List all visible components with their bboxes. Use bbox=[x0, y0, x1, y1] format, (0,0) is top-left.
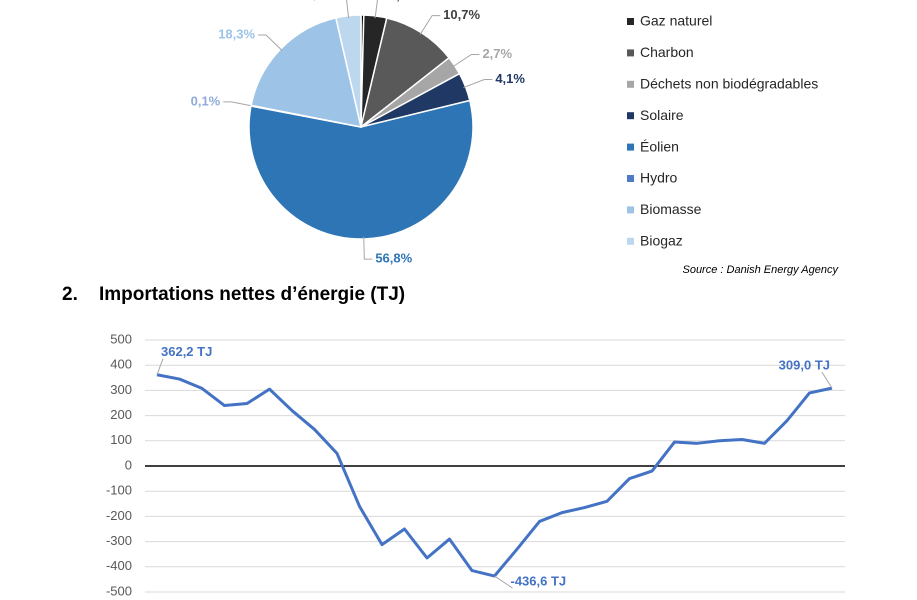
leader-line bbox=[346, 0, 350, 18]
legend-label: Gaz naturel bbox=[640, 13, 712, 29]
leader-line bbox=[419, 15, 441, 35]
leader-line bbox=[156, 358, 164, 375]
data-label: 4,1% bbox=[495, 71, 525, 86]
data-label: 362,2 TJ bbox=[161, 344, 212, 359]
y-tick-label: -400 bbox=[106, 558, 132, 573]
data-label: 0,1% bbox=[191, 93, 221, 108]
legend-swatch bbox=[627, 175, 634, 182]
source: Source : Danish Energy Agency bbox=[682, 264, 839, 276]
leader-line bbox=[452, 53, 480, 68]
legend-swatch bbox=[627, 237, 634, 245]
y-tick-label: 200 bbox=[110, 407, 132, 422]
legend-swatch bbox=[627, 112, 634, 120]
leader-line bbox=[258, 34, 283, 51]
leader-line bbox=[374, 0, 378, 19]
legend-swatch bbox=[627, 49, 634, 57]
y-tick-label: -100 bbox=[106, 483, 132, 498]
legend-swatch bbox=[627, 143, 634, 151]
y-tick-label: 0 bbox=[125, 457, 132, 472]
data-label: 3,3% bbox=[389, 0, 419, 2]
leader-line bbox=[223, 101, 254, 107]
section-title: 2. Importations nettes d’énergie (TJ) bbox=[62, 284, 405, 305]
y-tick-label: 100 bbox=[110, 432, 132, 447]
legend-label: Charbon bbox=[640, 44, 694, 60]
y-tick-label: -200 bbox=[106, 508, 132, 523]
y-tick-label: 500 bbox=[110, 331, 132, 346]
data-label: 3,6% bbox=[305, 0, 335, 2]
legend-label: Solaire bbox=[640, 107, 684, 123]
leader-line bbox=[463, 79, 493, 89]
data-label: 2,7% bbox=[482, 46, 512, 61]
data-label: 10,7% bbox=[443, 7, 480, 22]
legend-swatch bbox=[627, 80, 634, 88]
y-tick-label: 300 bbox=[110, 382, 132, 397]
legend-label: Biogaz bbox=[640, 233, 683, 249]
y-tick-label: -300 bbox=[106, 533, 132, 548]
leader-line bbox=[494, 575, 513, 589]
legend-label: Hydro bbox=[640, 170, 678, 186]
legend-swatch bbox=[627, 18, 634, 25]
y-tick-label: 400 bbox=[110, 357, 132, 372]
data-label: 56,8% bbox=[375, 251, 412, 266]
data-label: -436,6 TJ bbox=[511, 573, 567, 588]
legend-label: Éolien bbox=[640, 138, 679, 154]
leader-line bbox=[363, 236, 373, 260]
leader-line bbox=[821, 371, 833, 389]
line-series bbox=[156, 373, 833, 578]
data-label: 18,3% bbox=[218, 26, 255, 41]
y-tick-label: -500 bbox=[106, 583, 132, 598]
legend-swatch bbox=[627, 206, 634, 214]
data-label: 309,0 TJ bbox=[779, 358, 830, 373]
legend-label: Biomasse bbox=[640, 201, 702, 217]
legend-label: Déchets non biodégradables bbox=[640, 76, 818, 92]
